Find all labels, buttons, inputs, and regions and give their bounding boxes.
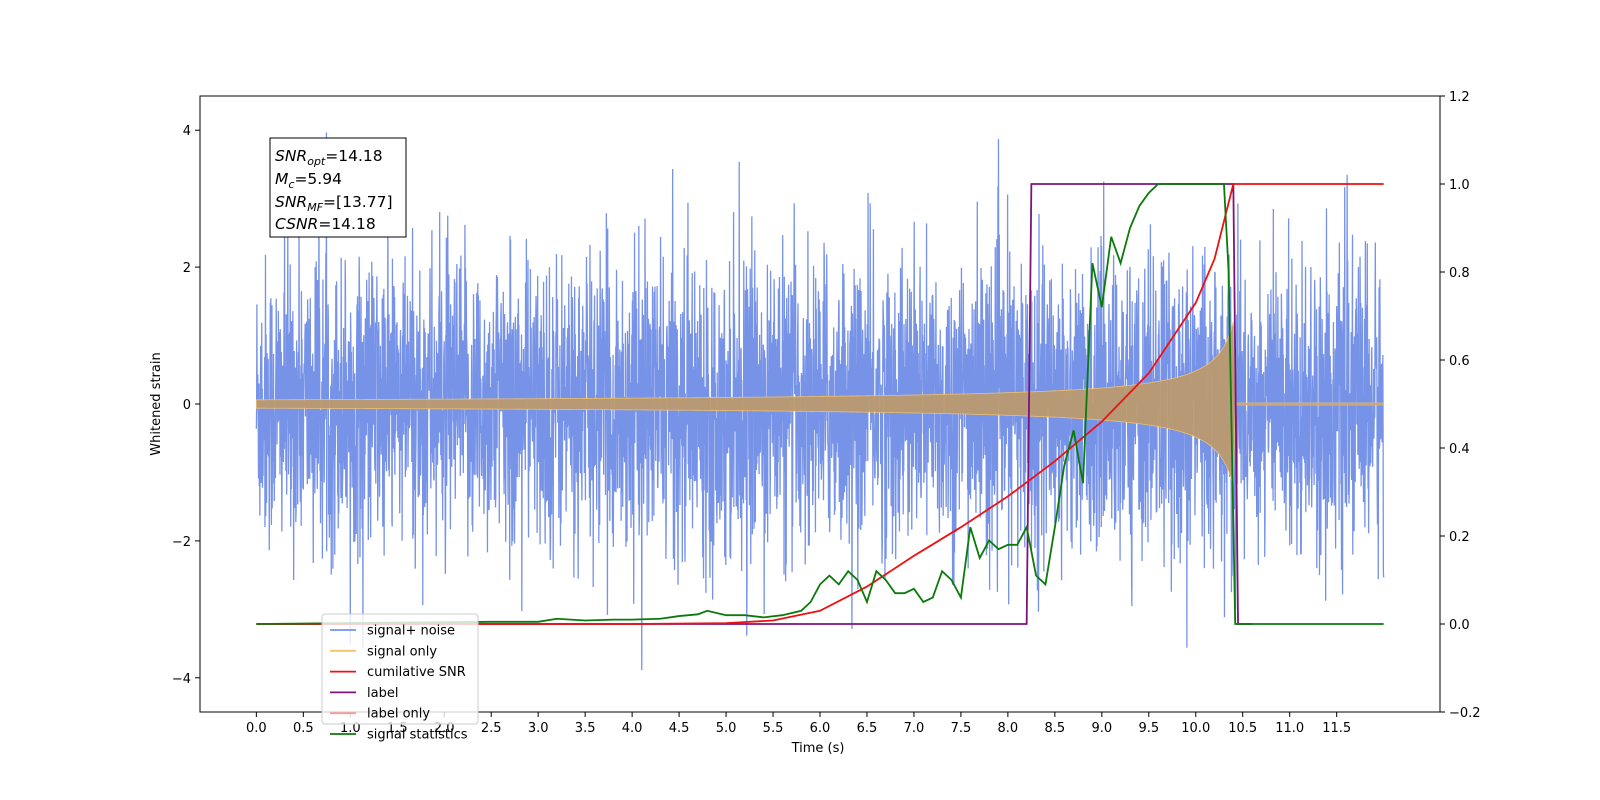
y-tick-label: 4 (183, 124, 191, 139)
x-tick-label: 3.0 (528, 721, 549, 736)
y-tick-label: 2 (183, 261, 191, 276)
right-y-tick-label: 0.6 (1449, 354, 1470, 369)
x-tick-label: 5.0 (716, 721, 737, 736)
series-line-signal-statistics (256, 183, 1384, 625)
legend: signal+ noise signal only cumilative SNR la… (321, 613, 479, 743)
x-tick-label: 1.5 (387, 721, 408, 736)
right-y-tick-label: 0.8 (1449, 266, 1470, 281)
x-tick-label: 5.5 (763, 721, 784, 736)
right-y-tick-label: 1.2 (1449, 90, 1470, 105)
x-tick-label: 7.5 (951, 721, 972, 736)
x-tick-label: 3.5 (575, 721, 596, 736)
x-tick-label: 4.5 (669, 721, 690, 736)
x-tick-label: 7.0 (904, 721, 925, 736)
mc-value: =5.94 (294, 170, 342, 188)
right-y-axis-ticks: 1.2 1.0 0.8 0.6 0.4 0.2 0.0 −0.2 (1440, 90, 1481, 721)
series-area-signal-only (255, 321, 1385, 487)
x-tick-label: 10.0 (1181, 721, 1210, 736)
y-tick-label: −4 (172, 672, 191, 687)
x-tick-label: 0.5 (293, 721, 314, 736)
legend-label: signal statistics (367, 728, 468, 743)
x-axis-ticks: 0.0 0.5 1.0 1.5 2.0 2.5 3.0 3.5 4.0 4.5 5.0 5.5 6.0 6… (246, 712, 1351, 736)
legend-label: label only (367, 707, 430, 722)
legend-items: signal+ noise signal only cumilative SNR la… (330, 624, 468, 743)
csnr-value: =14.18 (318, 215, 375, 233)
right-y-tick-label: 0.2 (1449, 530, 1470, 545)
y-axis-ticks: 4 2 0 −2 −4 (172, 124, 200, 687)
snr-mf-text: SNRMF=[13.77] (275, 193, 393, 214)
snr-annotation-box: SNRopt=14.18 Mc=5.94 SNRMF=[13.77] CSNR=… (269, 137, 407, 238)
mc-text: Mc=5.94 (275, 170, 342, 191)
legend-label: signal+ noise (367, 624, 455, 639)
plot-area (255, 132, 1385, 671)
x-tick-label: 8.5 (1045, 721, 1066, 736)
annotation-frame (269, 137, 407, 238)
x-tick-label: 2.0 (434, 721, 455, 736)
x-tick-label: 0.0 (246, 721, 267, 736)
x-tick-label: 1.0 (340, 721, 361, 736)
x-tick-label: 9.5 (1138, 721, 1159, 736)
x-tick-label: 6.0 (810, 721, 831, 736)
x-tick-label: 8.0 (998, 721, 1019, 736)
right-y-tick-label: −0.2 (1449, 706, 1481, 721)
y-axis-label: Whitened strain (149, 352, 164, 455)
snr-mf-value: =[13.77] (323, 193, 392, 211)
legend-label: signal only (367, 644, 437, 659)
csnr-text: CSNR=14.18 (275, 215, 376, 233)
x-tick-label: 11.5 (1322, 721, 1351, 736)
legend-frame (321, 613, 479, 725)
right-y-tick-label: 1.0 (1449, 178, 1470, 193)
x-axis-label: Time (s) (791, 741, 845, 756)
series-line-cumulative-snr (256, 183, 1384, 625)
x-tick-label: 10.5 (1228, 721, 1257, 736)
x-tick-label: 2.5 (481, 721, 502, 736)
legend-label: label (367, 686, 398, 701)
y-tick-label: −2 (172, 535, 191, 550)
x-tick-label: 4.0 (622, 721, 643, 736)
x-tick-label: 11.0 (1275, 721, 1304, 736)
snr-opt-value: =14.18 (325, 147, 382, 165)
right-y-tick-label: 0.4 (1449, 442, 1470, 457)
x-tick-label: 9.0 (1091, 721, 1112, 736)
right-y-tick-label: 0.0 (1449, 618, 1470, 633)
x-tick-label: 6.5 (857, 721, 878, 736)
legend-label: cumilative SNR (367, 665, 466, 680)
snr-opt-text: SNRopt=14.18 (275, 147, 383, 168)
y-tick-label: 0 (183, 398, 191, 413)
